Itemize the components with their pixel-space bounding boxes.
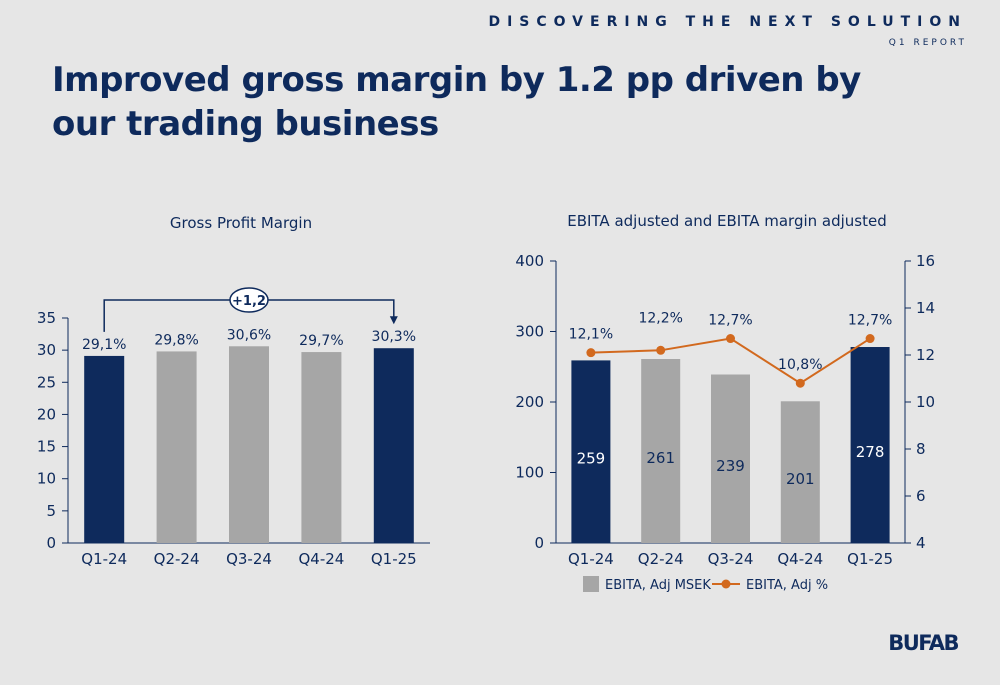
chart2-y-tick-label: 100 (515, 464, 544, 482)
chart1-y-tick-label: 25 (37, 373, 56, 391)
chart1-y-tick-label: 20 (37, 405, 56, 423)
chart2-title: EBITA adjusted and EBITA margin adjusted (567, 212, 887, 230)
chart1-data-label-Q2-24: 29,8% (154, 332, 198, 348)
chart2-bar-Q4-24 (780, 401, 820, 543)
chart1-y-tick-label: 15 (37, 438, 56, 456)
chart2-y-tick-label: 300 (515, 323, 544, 341)
chart2-line-point-Q4-24 (795, 378, 805, 388)
chart2-x-tick-label-Q4-24: Q4-24 (777, 550, 823, 568)
chart2-bar-Q1-24 (571, 360, 611, 543)
header-tagline: DISCOVERING THE NEXT SOLUTION (488, 14, 967, 30)
chart2-bar-label-Q4-24: 201 (786, 470, 815, 488)
chart2-y2-tick-label: 16 (916, 252, 935, 270)
chart2-legend-label-line: EBITA, Adj % (746, 578, 828, 593)
chart2-bar-label-Q1-25: 278 (856, 443, 885, 461)
chart2-bar-label-Q3-24: 239 (716, 457, 745, 475)
chart1-data-label-Q1-24: 29,1% (82, 337, 126, 353)
chart2-line-point-Q1-25 (865, 334, 875, 344)
chart2-bar-label-Q2-24: 261 (646, 449, 675, 467)
chart2-line-point-Q1-24 (586, 348, 596, 358)
chart2-y2-tick-label: 14 (916, 299, 935, 317)
chart1-data-label-Q1-25: 30,3% (372, 329, 416, 345)
chart2-x-tick-label-Q1-24: Q1-24 (568, 550, 614, 568)
slide-title: Improved gross margin by 1.2 pp driven b… (52, 60, 861, 144)
chart1-x-tick-label-Q4-24: Q4-24 (298, 550, 344, 568)
chart2-y-tick-label: 200 (515, 393, 544, 411)
chart2-x-tick-label-Q3-24: Q3-24 (708, 550, 754, 568)
chart1-data-label-Q4-24: 29,7% (299, 333, 343, 349)
chart2-x-tick-label-Q2-24: Q2-24 (638, 550, 684, 568)
chart1-bar-Q4-24 (301, 352, 342, 543)
chart1-annotation-arrowhead (389, 316, 398, 325)
chart2-bar-Q2-24 (641, 358, 681, 543)
chart2-bar-label-Q1-24: 259 (577, 450, 606, 468)
header-report-label: Q1 REPORT (888, 38, 967, 48)
chart1-annotation-bubble (229, 287, 269, 313)
chart2-y2-tick-label: 4 (916, 534, 926, 552)
chart1-bar-Q1-25 (373, 348, 414, 543)
chart2-legend-label-bars: EBITA, Adj MSEK (605, 578, 711, 593)
header-tag: DISCOVERING THE NEXT SOLUTION Q1 REPORT (488, 14, 967, 48)
chart2-line-label-Q1-24: 12,1% (569, 327, 613, 343)
chart1-x-tick-label-Q2-24: Q2-24 (154, 550, 200, 568)
chart2-y2-tick-label: 6 (916, 487, 926, 505)
chart2-y2-tick-label: 10 (916, 393, 935, 411)
chart2-line-point-Q2-24 (656, 345, 666, 355)
chart2-legend-swatch-bars (583, 576, 599, 592)
chart1-y-tick-label: 10 (37, 470, 56, 488)
chart1-bar-Q3-24 (229, 346, 269, 543)
chart2-y-tick-label: 0 (534, 534, 544, 552)
chart1-bar-Q2-24 (156, 351, 197, 543)
chart2-y2-tick-label: 8 (916, 440, 926, 458)
chart2-line-label-Q1-25: 12,7% (848, 313, 892, 329)
chart2-legend-marker-line (721, 579, 731, 589)
chart2-x-tick-label-Q1-25: Q1-25 (847, 550, 893, 568)
bufab-logo: BUFAB (888, 631, 959, 655)
chart2-bar-Q1-25 (850, 347, 890, 543)
chart1-data-label-Q3-24: 30,6% (227, 327, 271, 343)
chart1-y-tick-label: 35 (37, 309, 56, 327)
chart1-x-tick-label-Q1-25: Q1-25 (371, 550, 417, 568)
chart1-y-tick-label: 0 (46, 534, 56, 552)
chart2-line-label-Q4-24: 10,8% (778, 357, 822, 373)
chart2-line-point-Q3-24 (726, 334, 735, 344)
chart1-y-tick-label: 30 (37, 341, 56, 359)
chart1-x-tick-label-Q1-24: Q1-24 (81, 550, 127, 568)
chart2-bar-Q3-24 (711, 374, 750, 543)
chart1-x-tick-label-Q3-24: Q3-24 (226, 550, 272, 568)
chart2-y-tick-label: 400 (515, 252, 544, 270)
chart2-y2-tick-label: 12 (916, 346, 935, 364)
chart1-annotation-label: +1,2 (232, 294, 266, 309)
chart1-bar-Q1-24 (84, 355, 125, 543)
chart2-line-label-Q3-24: 12,7% (708, 313, 752, 329)
chart2-line-label-Q2-24: 12,2% (638, 310, 682, 326)
chart1-title: Gross Profit Margin (170, 214, 312, 232)
chart1-y-tick-label: 5 (46, 502, 56, 520)
